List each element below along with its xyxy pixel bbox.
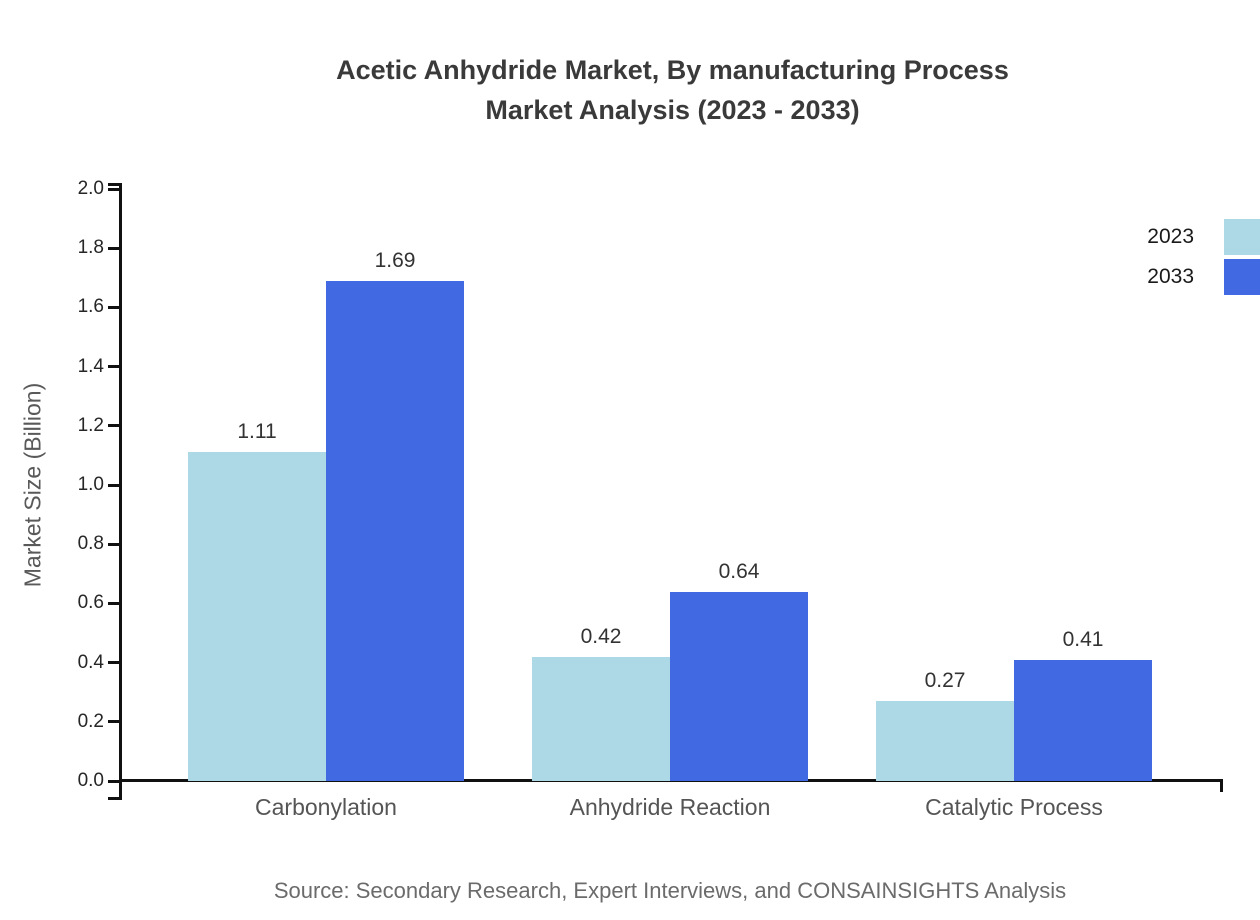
y-tick-label: 1.6: [77, 296, 104, 318]
y-tick-label: 1.8: [77, 237, 104, 259]
legend-swatch-icon: [1224, 259, 1260, 295]
y-axis-bottom-cap: [108, 797, 120, 800]
y-tick-mark: [108, 305, 120, 309]
y-tick-mark: [108, 483, 120, 487]
bar-2033-0: [326, 281, 464, 781]
y-tick-mark: [108, 661, 120, 665]
bar-2023-1: [532, 657, 670, 781]
y-axis-line: [119, 183, 122, 800]
x-axis-left-cap: [119, 782, 122, 792]
y-tick-label: 0.2: [77, 710, 104, 732]
y-tick-label: 1.2: [77, 414, 104, 436]
y-tick-mark: [108, 542, 120, 546]
x-category-label: Anhydride Reaction: [569, 794, 771, 820]
bar-value-label: 0.41: [1062, 628, 1104, 651]
bar-2033-1: [670, 592, 808, 781]
y-tick-label: 0.4: [77, 651, 104, 673]
bar-2023-2: [876, 701, 1014, 781]
legend-item-2033: 2033: [1147, 257, 1260, 297]
bar-value-label: 0.27: [924, 669, 966, 692]
y-tick-mark: [108, 779, 120, 783]
x-category-label: Carbonylation: [255, 794, 397, 820]
y-tick-label: 0.0: [77, 770, 104, 791]
bar-2033-2: [1014, 660, 1152, 781]
y-tick-label: 0.6: [77, 592, 104, 614]
bar-value-label: 0.64: [718, 560, 760, 583]
legend-label: 2023: [1147, 225, 1194, 248]
legend-item-2023: 2023: [1147, 217, 1260, 257]
bar-value-label: 1.69: [374, 249, 416, 272]
bar-value-label: 1.11: [237, 420, 277, 443]
y-tick-mark: [108, 365, 120, 369]
legend-swatch-icon: [1224, 219, 1260, 255]
y-tick-label: 0.8: [77, 533, 104, 555]
chart-title-line1: Acetic Anhydride Market, By manufacturin…: [336, 55, 1009, 85]
y-axis-top-cap: [108, 183, 120, 186]
x-axis-right-cap: [1220, 782, 1223, 792]
bar-value-label: 0.42: [580, 625, 622, 648]
y-tick-label: 1.0: [77, 474, 104, 495]
y-tick-mark: [108, 187, 120, 191]
y-tick-label: 2.0: [77, 178, 104, 199]
source-note: Source: Secondary Research, Expert Inter…: [273, 878, 1067, 903]
bar-2023-0: [188, 452, 326, 781]
legend: 2023 2033: [1147, 217, 1260, 297]
y-tick-mark: [108, 424, 120, 428]
y-tick-mark: [108, 601, 120, 605]
y-tick-label: 1.4: [77, 355, 104, 377]
y-tick-mark: [108, 720, 120, 724]
legend-label: 2033: [1147, 265, 1194, 288]
chart-title-line2: Market Analysis (2023 - 2033): [485, 95, 860, 125]
y-tick-mark: [108, 246, 120, 250]
chart-title: Acetic Anhydride Market, By manufacturin…: [120, 50, 1225, 130]
x-category-label: Catalytic Process: [925, 794, 1103, 820]
